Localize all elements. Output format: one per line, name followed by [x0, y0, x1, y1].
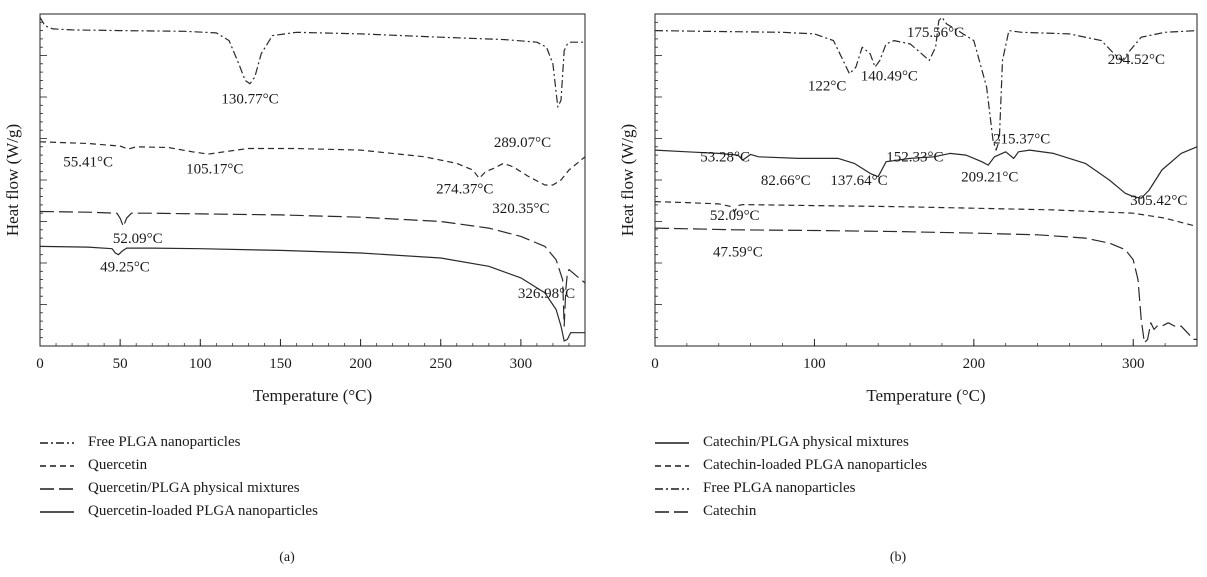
legend-entry: Catechin [655, 500, 927, 523]
legend-entry: Quercetin [40, 454, 318, 477]
peak-annotation: 130.77°C [221, 92, 278, 108]
peak-annotation: 326.98°C [518, 286, 575, 302]
x-tick-label: 0 [36, 356, 44, 372]
legend-label: Free PLGA nanoparticles [88, 434, 241, 450]
panel-label-b: (b) [889, 550, 907, 565]
legend-swatch [40, 510, 74, 513]
legend-swatch [655, 510, 689, 513]
chart-panel-b: 0 100 200 300 Temperature (°C) Heat flow (W/g… [610, 0, 1207, 577]
legend-entry: Free PLGA nanoparticles [40, 431, 318, 454]
legend-a: Free PLGA nanoparticles Quercetin Querceti… [40, 431, 318, 523]
legend-label: Quercetin/PLGA physical mixtures [88, 480, 300, 496]
series-line-3 [39, 210, 586, 327]
peak-annotation: 294.52°C [1108, 52, 1165, 68]
y-axis-label: Heat flow (W/g) [3, 124, 22, 236]
peak-annotation: 53.28°C [700, 150, 750, 166]
x-tick-label: 100 [189, 356, 212, 372]
peak-annotation: 49.25°C [100, 259, 150, 275]
x-axis-label: Temperature (°C) [253, 386, 372, 405]
legend-entry: Catechin/PLGA physical mixtures [655, 431, 927, 454]
peak-annotation: 320.35°C [492, 201, 549, 217]
x-tick-label: 200 [349, 356, 372, 372]
chart-b: 0 100 200 300 Temperature (°C) Heat flow (W/g… [618, 13, 1198, 405]
legend-entry: Catechin-loaded PLGA nanoparticles [655, 454, 927, 477]
legend-label: Catechin [703, 503, 757, 519]
peak-annotation: 209.21°C [961, 170, 1018, 186]
series-line-3 [654, 16, 1198, 151]
y-axis-label: Heat flow (W/g) [618, 124, 637, 236]
legend-swatch [655, 487, 689, 490]
series-line-2 [39, 141, 586, 186]
legend-swatch [40, 441, 74, 444]
peak-annotation: 140.49°C [861, 68, 918, 84]
peak-annotation: 47.59°C [713, 244, 763, 260]
x-tick-label: 250 [429, 356, 452, 372]
legend-swatch [655, 464, 689, 467]
peak-annotation: 289.07°C [494, 135, 551, 151]
peak-annotation: 175.56°C [907, 25, 964, 41]
series-line-1 [39, 16, 585, 108]
series-line-1 [654, 146, 1198, 199]
peak-annotation: 305.42°C [1130, 193, 1187, 209]
peak-annotation: 122°C [808, 78, 847, 94]
x-axis-label: Temperature (°C) [866, 386, 985, 405]
panel-label-a: (a) [279, 550, 295, 565]
plot-frame [39, 13, 586, 347]
x-tick-label: 50 [113, 356, 128, 372]
peak-annotation: 52.09°C [710, 208, 760, 224]
x-tick-label: 300 [510, 356, 533, 372]
legend-label: Quercetin [88, 457, 148, 473]
legend-label: Catechin/PLGA physical mixtures [703, 434, 909, 450]
peak-annotation: 274.37°C [436, 181, 493, 197]
peak-annotation: 105.17°C [186, 161, 243, 177]
series-line-4 [39, 245, 585, 342]
x-tick-label: 100 [803, 356, 826, 372]
peak-annotation: 52.09°C [113, 231, 163, 247]
legend-label: Quercetin-loaded PLGA nanoparticles [88, 503, 318, 519]
x-tick-label: 150 [269, 356, 292, 372]
legend-entry: Free PLGA nanoparticles [655, 477, 927, 500]
x-tick-label: 0 [651, 356, 659, 372]
legend-label: Catechin-loaded PLGA nanoparticles [703, 457, 928, 473]
x-tick-label: 300 [1122, 356, 1145, 372]
legend-label: Free PLGA nanoparticles [703, 480, 856, 496]
legend-swatch [40, 487, 74, 490]
peak-annotation: 82.66°C [761, 173, 811, 189]
peak-annotation: 137.64°C [830, 173, 887, 189]
chart-a: 0 50 100 150 200 250 300 Temperature (°C) Heat f… [3, 13, 586, 405]
peak-annotation: 152.33°C [886, 150, 943, 166]
series-line-4 [654, 227, 1197, 344]
legend-swatch [40, 464, 74, 467]
peak-annotation: 215.37°C [993, 131, 1050, 147]
x-tick-label: 200 [963, 356, 986, 372]
legend-b: Catechin/PLGA physical mixtures Catechin-… [655, 431, 927, 523]
legend-swatch [655, 441, 689, 444]
peak-annotation: 55.41°C [63, 155, 113, 171]
legend-entry: Quercetin-loaded PLGA nanoparticles [40, 500, 318, 523]
legend-entry: Quercetin/PLGA physical mixtures [40, 477, 318, 500]
chart-panel-a: 0 50 100 150 200 250 300 Temperature (°C) Heat f… [0, 0, 600, 577]
